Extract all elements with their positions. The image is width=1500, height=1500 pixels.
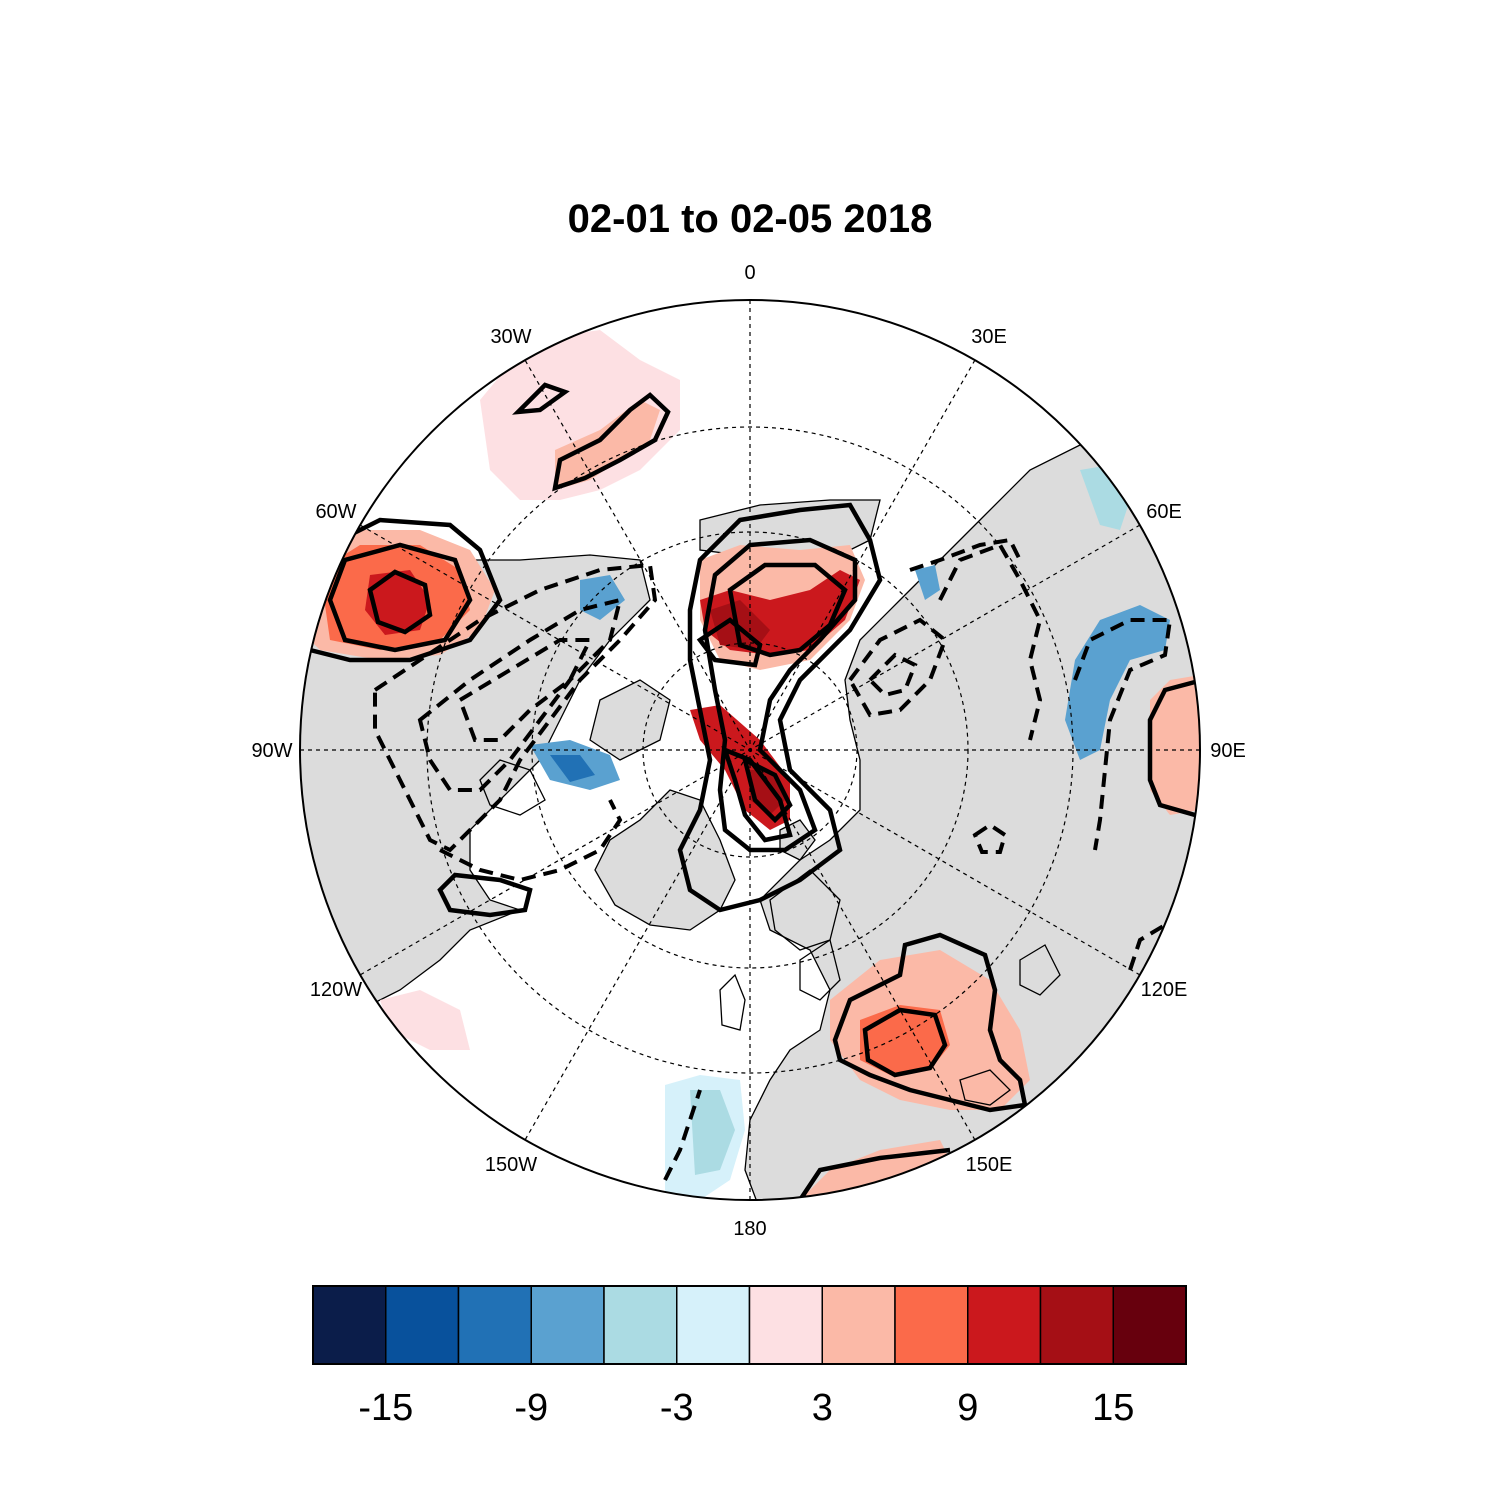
colorbar-box-5 (676, 1285, 751, 1365)
lon-label-120w: 120W (310, 979, 362, 1001)
colorbar-tick-label: -15 (358, 1387, 413, 1429)
contour-pos-central-1 (677, 502, 883, 913)
coast-black-sea (959, 1069, 1011, 1106)
shade-neg-siberia-west (915, 565, 940, 600)
colorbar-box-8 (894, 1285, 969, 1365)
colorbar-box-0 (312, 1285, 387, 1365)
coast-hudson-bay (479, 759, 546, 816)
contour-neg-siberia-1 (847, 617, 948, 718)
contour-neg-far-east (1073, 618, 1173, 851)
shade-pos-pacific-north (480, 330, 680, 500)
colorbar-box-4 (603, 1285, 678, 1365)
lat-circle-40 (426, 426, 1074, 1074)
land-canadian-archipelago (589, 679, 671, 761)
colorbar-tick-label: -3 (660, 1387, 694, 1429)
lon-label-150w: 150W (485, 1154, 537, 1176)
colorbar-box-2 (457, 1285, 532, 1365)
colorbar-box-7 (821, 1285, 896, 1365)
colorbar-tick-label: 15 (1092, 1387, 1134, 1429)
contour-neg-east-edge (1128, 923, 1167, 971)
colorbar-frame (312, 1285, 1187, 1365)
contour-pos-west-core (367, 569, 433, 635)
contour-pos-central-6 (741, 755, 793, 824)
lat-circle-80 (642, 642, 858, 858)
shade-pos-east (1150, 675, 1200, 815)
colorbar: -15 -9 -3 3 9 15 (312, 1285, 1187, 1429)
contour-pos-europe-outer (832, 932, 1028, 1113)
shade-neg-siberia-east (1065, 605, 1170, 760)
lon-label-90w: 90W (251, 740, 292, 762)
contour-pos-pacific-b (552, 392, 671, 492)
colorbar-tick-label: 3 (812, 1387, 833, 1429)
graticule (300, 300, 1200, 1200)
shade-neg-canada-core (550, 755, 595, 782)
lon-label-180: 180 (733, 1218, 766, 1240)
colorbar-boxes (312, 1285, 1187, 1365)
shade-pos-central-core (710, 600, 770, 650)
contour-pos-east (1147, 679, 1196, 818)
contour-pos-labrador (437, 872, 533, 918)
colorbar-labels: -15 -9 -3 3 9 15 (358, 1387, 1134, 1429)
colorbar-box-3 (530, 1285, 605, 1365)
coast-uk (719, 973, 746, 1031)
shade-pos-pacific-inner (555, 400, 660, 490)
lon-label-90e: 90E (1210, 740, 1246, 762)
contour-pos-central-2 (702, 537, 858, 853)
shade-neg-iberia-inner (690, 1090, 735, 1175)
map-disc (300, 300, 1200, 1200)
coast-baltic (799, 938, 841, 1001)
contour-pos-central-3 (727, 562, 848, 658)
shade-pos-west-core (365, 570, 430, 635)
contour-neg-north-america-3 (457, 638, 594, 742)
contour-pos-central-4 (696, 617, 763, 668)
colorbar-tick-label: 9 (957, 1387, 978, 1429)
colorbar-box-11 (1112, 1285, 1187, 1365)
longitude-labels: 180 150E 120E 90E 60E 30E 0 30W 60W 90W 120W 150W (251, 262, 1245, 1240)
map-border (299, 299, 1201, 1201)
contour-neg-small-ring (972, 822, 1008, 854)
lon-label-150e: 150E (966, 1154, 1013, 1176)
colorbar-tick-label: -9 (514, 1387, 548, 1429)
contour-neg-siberia-north (909, 537, 1022, 572)
contour-neg-siberia-2 (867, 652, 918, 698)
lon-label-60w: 60W (315, 501, 356, 523)
anomaly-shading (300, 330, 1200, 1200)
contour-pos-west-mid (327, 542, 473, 653)
contour-neg-iberia (663, 1089, 702, 1181)
colorbar-box-6 (748, 1285, 823, 1365)
contour-neg-north-america-1 (373, 562, 658, 853)
coastline-details (479, 759, 1061, 1106)
contour-neg-siberia-3 (938, 542, 1043, 741)
lon-label-0: 0 (744, 262, 755, 284)
lon-label-120e: 120E (1141, 979, 1188, 1001)
lon-label-30w: 30W (490, 326, 531, 348)
contour-pos-mediterranean (798, 1147, 951, 1200)
contour-pos-europe-core (862, 1007, 948, 1078)
colorbar-box-10 (1039, 1285, 1114, 1365)
colorbar-box-1 (385, 1285, 460, 1365)
lon-label-30e: 30E (971, 326, 1007, 348)
meridian-150-330 (524, 359, 976, 1141)
contours-negative (373, 537, 1173, 1181)
lon-label-60e: 60E (1146, 501, 1182, 523)
contour-neg-canada-south (439, 799, 623, 883)
coast-caspian (1019, 944, 1061, 996)
contour-neg-north-america-2 (417, 597, 623, 792)
contour-pos-west-outer (309, 517, 503, 663)
colorbar-box-9 (967, 1285, 1042, 1365)
coast-scandinavia (769, 869, 841, 951)
contours-positive (309, 382, 1196, 1200)
contour-pos-pacific-a (512, 382, 570, 415)
figure-title: 02-01 to 02-05 2018 (568, 197, 933, 241)
